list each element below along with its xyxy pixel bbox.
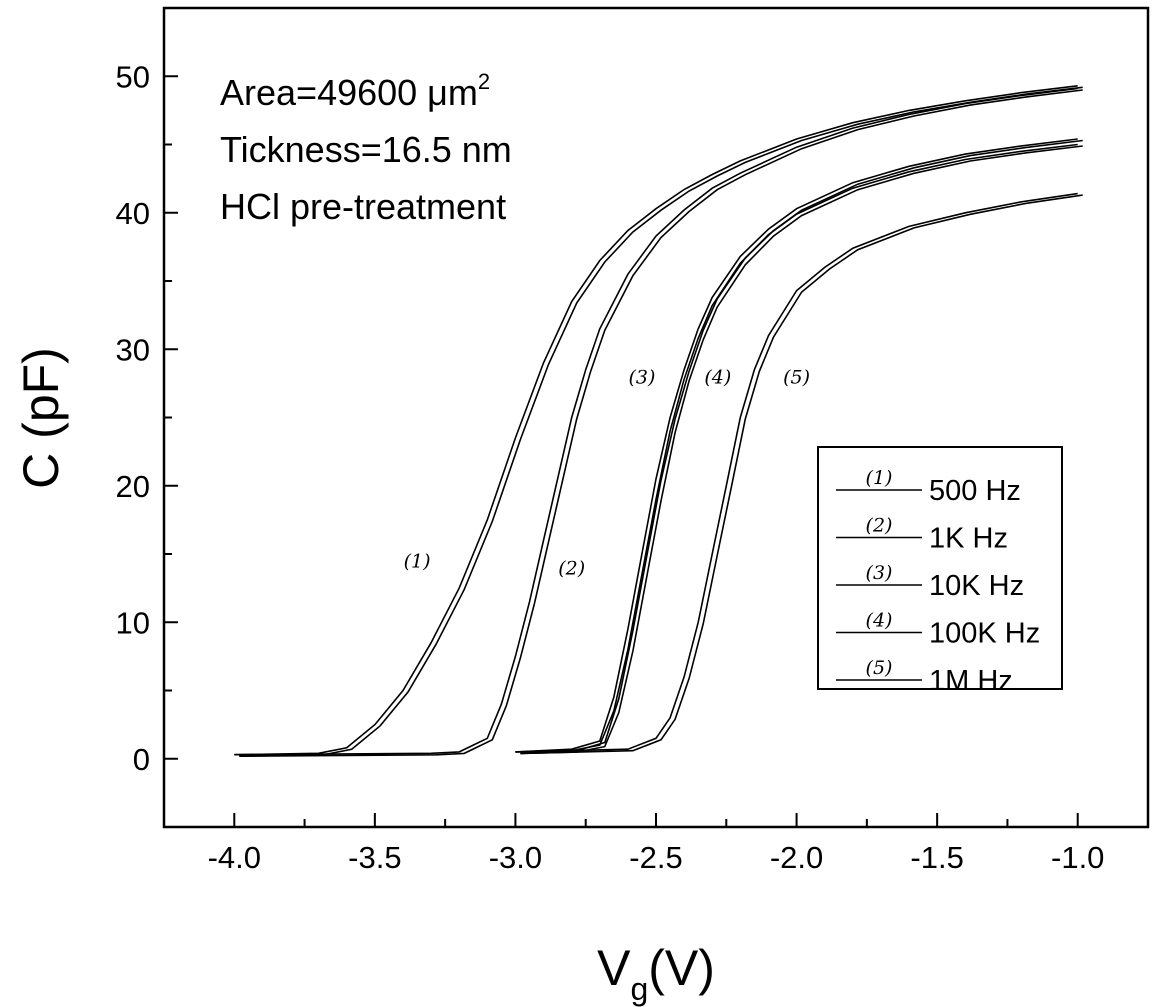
x-tick-label: -3.5 bbox=[348, 840, 401, 875]
series-line-3-sweep bbox=[520, 139, 1083, 755]
legend-label-4: 100K Hz bbox=[929, 618, 1040, 650]
legend-tag-3: (3) bbox=[866, 562, 893, 584]
series-line-5-sweep bbox=[520, 194, 1083, 755]
y-axis-ticks: 0 10 20 30 40 50 bbox=[116, 7, 178, 828]
y-tick-label: 10 bbox=[116, 605, 150, 640]
legend-label-3: 10K Hz bbox=[929, 570, 1024, 602]
legend-items: (1) 500 Hz (2) 1K Hz (3) 10K Hz (4) 100K Hz (5) 1… bbox=[836, 467, 1040, 697]
curve-tag-1: (1) bbox=[404, 551, 431, 573]
legend-tag-4: (4) bbox=[866, 610, 893, 632]
legend-label-1: 500 Hz bbox=[929, 475, 1021, 507]
series-line-5 bbox=[515, 192, 1078, 753]
annotation-treatment: HCl pre-treatment bbox=[220, 186, 506, 227]
legend-label-5: 1M Hz bbox=[929, 665, 1013, 697]
curve-tag-3: (3) bbox=[628, 366, 655, 388]
annotation-area: Area=49600 μm2 bbox=[220, 69, 490, 113]
curve-tag-5: (5) bbox=[783, 366, 810, 388]
curve-tags: (1) (2) (3) (4) (5) bbox=[404, 366, 810, 579]
legend-tag-1: (1) bbox=[866, 467, 893, 489]
x-tick-label: -2.0 bbox=[770, 840, 823, 875]
x-axis-title-unit: (V) bbox=[648, 940, 715, 996]
x-axis-title-sub: g bbox=[630, 971, 648, 1007]
x-axis-ticks: -4.0 -3.5 -3.0 -2.5 -2.0 -1.5 -1.0 bbox=[163, 813, 1149, 875]
legend-tag-5: (5) bbox=[866, 657, 893, 679]
y-tick-label: 40 bbox=[116, 196, 150, 231]
series-line-3 bbox=[515, 138, 1078, 753]
legend-box bbox=[817, 446, 1063, 690]
annotation-thickness: Tickness=16.5 nm bbox=[220, 129, 512, 170]
x-tick-label: -1.0 bbox=[1051, 840, 1104, 875]
x-tick-label: -1.5 bbox=[910, 840, 963, 875]
series-line-1-sweep bbox=[239, 86, 1083, 757]
legend-tag-2: (2) bbox=[866, 515, 893, 537]
legend-label-2: 1K Hz bbox=[929, 523, 1008, 555]
y-tick-label: 50 bbox=[116, 59, 150, 94]
series-line-2-sweep bbox=[239, 89, 1083, 757]
y-tick-label: 30 bbox=[116, 332, 150, 367]
curve-tag-4: (4) bbox=[704, 366, 731, 388]
x-tick-label: -4.0 bbox=[208, 840, 261, 875]
y-tick-label: 20 bbox=[116, 469, 150, 504]
x-axis-title-main: V bbox=[597, 940, 631, 996]
series-line-4 bbox=[515, 143, 1078, 753]
y-tick-label: 0 bbox=[133, 742, 150, 777]
series-line-4-sweep bbox=[520, 145, 1083, 755]
series-line-1 bbox=[234, 85, 1078, 756]
series-curves bbox=[234, 85, 1083, 757]
curve-tag-2: (2) bbox=[558, 557, 585, 579]
x-axis-title: Vg(V) bbox=[597, 940, 715, 1007]
y-axis-title: C (pF) bbox=[13, 347, 69, 489]
series-line-2 bbox=[234, 87, 1078, 756]
x-tick-label: -3.0 bbox=[489, 840, 542, 875]
x-tick-label: -2.5 bbox=[629, 840, 682, 875]
legend: (1) 500 Hz (2) 1K Hz (3) 10K Hz (4) 100K Hz (5) 1… bbox=[817, 446, 1063, 697]
